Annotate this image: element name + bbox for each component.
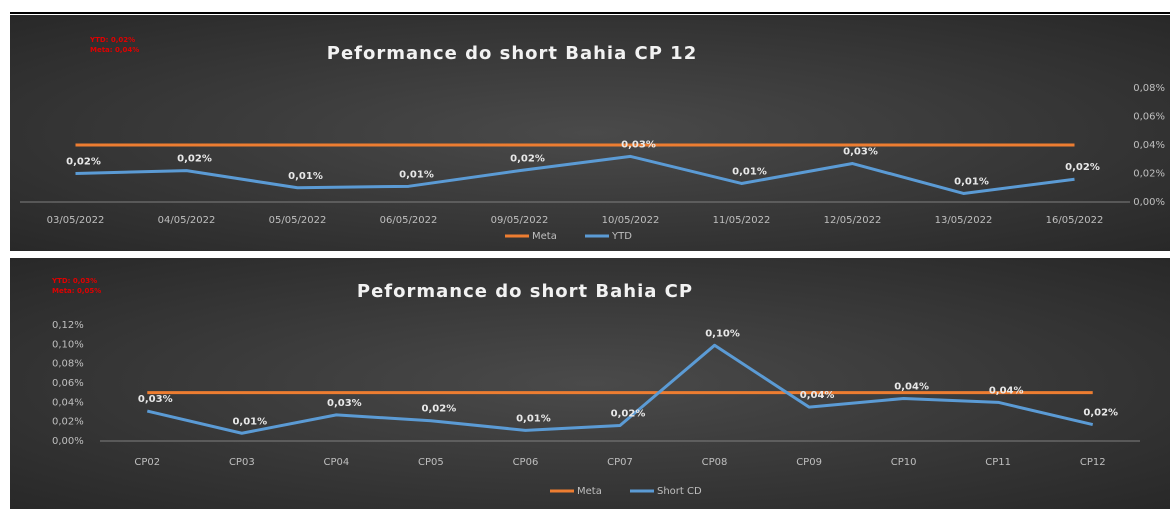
data-label: 0,04% <box>800 390 835 401</box>
data-label: 0,02% <box>66 157 101 168</box>
x-tick-label: CP04 <box>323 457 349 468</box>
legend-label: Meta <box>577 486 602 497</box>
data-label: 0,03% <box>621 139 656 150</box>
data-label: 0,01% <box>288 171 323 182</box>
legend-label: YTD <box>611 231 632 242</box>
data-label: 0,01% <box>232 416 267 427</box>
x-tick-label: 10/05/2022 <box>602 215 660 226</box>
data-label: 0,03% <box>843 147 878 158</box>
x-tick-label: CP08 <box>702 457 728 468</box>
x-tick-label: 16/05/2022 <box>1046 215 1104 226</box>
y-tick-label: 0,06% <box>52 378 84 389</box>
y-tick-label: 0,08% <box>52 359 84 370</box>
legend-label: Meta <box>532 231 557 242</box>
data-label: 0,02% <box>1083 408 1118 419</box>
x-tick-label: CP07 <box>607 457 633 468</box>
annotation: YTD: 0,03% <box>51 277 97 285</box>
data-label: 0,04% <box>894 381 929 392</box>
annotation: Meta: 0,04% <box>90 46 139 54</box>
x-tick-label: CP10 <box>891 457 917 468</box>
annotation: Meta: 0,05% <box>52 287 101 295</box>
y-tick-label: 0,08% <box>1133 83 1165 94</box>
legend-label: Short CD <box>657 486 702 497</box>
y-tick-label: 0,12% <box>52 320 84 331</box>
x-tick-label: CP12 <box>1080 457 1106 468</box>
annotation: YTD: 0,02% <box>89 36 135 44</box>
data-label: 0,10% <box>705 328 740 339</box>
x-tick-label: 12/05/2022 <box>824 215 882 226</box>
x-tick-label: CP05 <box>418 457 444 468</box>
data-label: 0,03% <box>138 394 173 405</box>
data-label: 0,01% <box>516 413 551 424</box>
data-label: 0,01% <box>732 166 767 177</box>
x-tick-label: CP03 <box>229 457 255 468</box>
data-label: 0,02% <box>1065 162 1100 173</box>
data-label: 0,01% <box>399 169 434 180</box>
data-label: 0,04% <box>989 385 1024 396</box>
y-tick-label: 0,06% <box>1133 112 1165 123</box>
y-tick-label: 0,02% <box>1133 169 1165 180</box>
data-label: 0,02% <box>177 154 212 165</box>
data-label: 0,02% <box>510 154 545 165</box>
data-label: 0,02% <box>611 409 646 420</box>
x-tick-label: 11/05/2022 <box>713 215 771 226</box>
x-tick-label: CP11 <box>985 457 1011 468</box>
x-tick-label: 03/05/2022 <box>47 215 105 226</box>
y-tick-label: 0,04% <box>52 397 84 408</box>
series-line <box>146 343 1094 435</box>
x-tick-label: CP02 <box>134 457 160 468</box>
y-tick-label: 0,02% <box>52 417 84 428</box>
x-tick-label: CP09 <box>796 457 822 468</box>
x-tick-label: 06/05/2022 <box>380 215 438 226</box>
chart-title: Peformance do short Bahia CP 12 <box>327 43 697 64</box>
data-label: 0,03% <box>327 398 362 409</box>
x-tick-label: CP06 <box>513 457 539 468</box>
y-tick-label: 0,00% <box>52 436 84 447</box>
chart-title: Peformance do short Bahia CP <box>357 281 693 302</box>
data-label: 0,01% <box>954 176 989 187</box>
panel <box>10 15 1170 251</box>
y-tick-label: 0,10% <box>52 339 84 350</box>
panel <box>10 258 1170 509</box>
x-tick-label: 09/05/2022 <box>491 215 549 226</box>
x-tick-label: 13/05/2022 <box>935 215 993 226</box>
data-label: 0,02% <box>422 404 457 415</box>
x-tick-label: 04/05/2022 <box>158 215 216 226</box>
series-line <box>75 154 1075 195</box>
y-tick-label: 0,00% <box>1133 197 1165 208</box>
y-tick-label: 0,04% <box>1133 140 1165 151</box>
x-tick-label: 05/05/2022 <box>269 215 327 226</box>
